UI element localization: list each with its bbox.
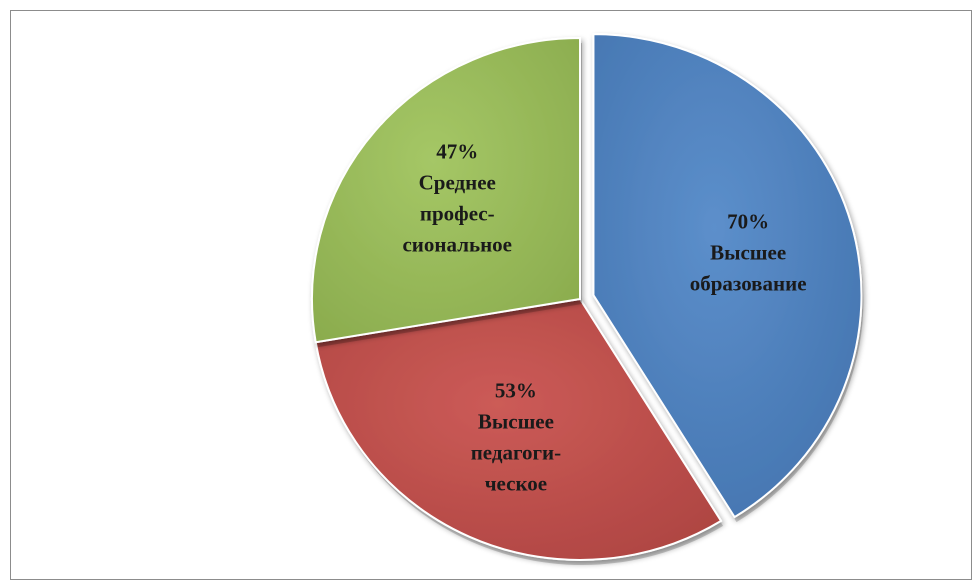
pie-slice-label-line: Среднее: [419, 170, 496, 194]
pie-slice-label-line: профес-: [420, 201, 495, 225]
pie-slice: [592, 33, 863, 519]
pie-slice-label-line: ческое: [485, 471, 547, 495]
pie-slice-label-line: сиональное: [402, 232, 512, 256]
pie-slice-label-line: Высшее: [478, 409, 554, 433]
pie-slice: [311, 36, 581, 344]
pie-slice-label: 47% Среднее профес-сиональное: [402, 139, 512, 256]
pie-slice-label: 53% Высшее педагоги-ческое: [471, 378, 561, 495]
pie-slice-label: 70% Высшее образование: [690, 209, 807, 295]
pie-slice: [314, 297, 723, 561]
pie-slice-label-line: 70%: [727, 209, 769, 233]
pie-slice-label-line: образование: [690, 271, 807, 295]
pie-slice-label-line: 47%: [436, 139, 478, 163]
pie-slice-label-line: 53%: [495, 378, 537, 402]
pie-slice-label-line: педагоги-: [471, 440, 561, 464]
pie-slice-label-line: Высшее: [710, 240, 786, 264]
